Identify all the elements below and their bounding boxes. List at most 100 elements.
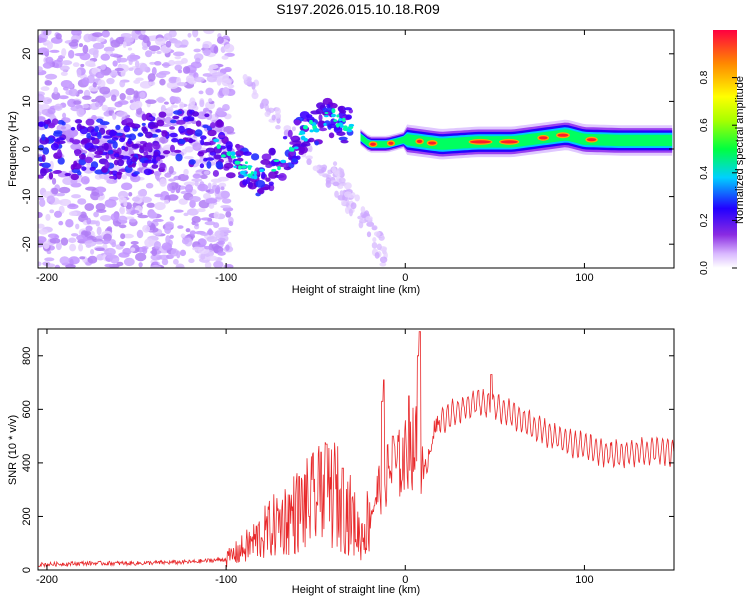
noise-blob xyxy=(228,221,234,227)
signal-peak xyxy=(247,165,252,170)
noise-blob xyxy=(177,173,189,182)
noise-blob xyxy=(366,231,372,238)
colorbar-tick-label: 0.6 xyxy=(699,118,710,132)
signal-blob xyxy=(204,113,210,118)
signal-blob xyxy=(79,125,86,130)
noise-blob xyxy=(152,218,164,222)
noise-blob xyxy=(51,91,61,100)
noise-blob xyxy=(77,198,87,205)
signal-peak xyxy=(341,117,346,122)
signal-blob xyxy=(223,162,234,169)
noise-blob xyxy=(38,197,45,201)
noise-blob xyxy=(103,233,112,242)
signal-blob xyxy=(295,155,301,160)
signal-peak xyxy=(370,142,376,146)
signal-blob xyxy=(93,154,103,159)
signal-blob xyxy=(188,138,194,144)
noise-blob xyxy=(379,256,388,264)
noise-blob xyxy=(68,211,78,217)
noise-blob xyxy=(128,191,133,197)
signal-peak xyxy=(324,111,329,115)
signal-peak xyxy=(216,144,221,149)
noise-blob xyxy=(332,181,340,187)
signal-blob xyxy=(131,162,136,168)
noise-blob xyxy=(149,61,156,65)
noise-blob xyxy=(111,94,117,102)
spectrogram-x-label: Height of straight line (km) xyxy=(292,284,420,296)
signal-blob xyxy=(143,151,149,156)
noise-blob xyxy=(94,186,107,193)
noise-blob xyxy=(267,107,275,113)
noise-blob xyxy=(38,236,47,244)
signal-blob xyxy=(322,97,333,106)
signal-blob xyxy=(265,163,273,169)
noise-blob xyxy=(128,67,134,71)
signal-blob xyxy=(147,116,154,121)
noise-blob xyxy=(213,45,219,54)
signal-blob xyxy=(155,156,161,162)
noise-blob xyxy=(271,114,276,121)
spectrogram-x-tick-label: -100 xyxy=(215,272,237,284)
noise-blob xyxy=(97,79,106,89)
signal-blob xyxy=(291,158,298,163)
signal-blob xyxy=(143,168,153,176)
signal-blob xyxy=(242,151,252,156)
signal-blob xyxy=(40,168,47,177)
signal-blob xyxy=(161,131,168,137)
noise-blob xyxy=(172,258,179,265)
signal-peak xyxy=(309,129,314,133)
noise-blob xyxy=(217,237,226,242)
noise-blob xyxy=(60,71,68,77)
noise-blob xyxy=(163,101,169,105)
noise-blob xyxy=(155,72,167,79)
noise-blob xyxy=(120,233,126,240)
noise-blob xyxy=(334,190,339,198)
signal-blob xyxy=(186,116,195,121)
noise-blob xyxy=(130,101,140,110)
noise-blob xyxy=(139,63,148,72)
signal-blob xyxy=(261,153,272,161)
noise-blob xyxy=(208,64,219,70)
noise-blob xyxy=(154,37,166,46)
noise-blob xyxy=(207,255,218,261)
noise-blob xyxy=(371,225,378,231)
noise-blob xyxy=(214,230,225,239)
signal-blob xyxy=(203,157,208,162)
signal-blob xyxy=(200,139,205,146)
noise-blob xyxy=(214,187,220,195)
signal-peak xyxy=(333,119,337,122)
noise-blob xyxy=(75,223,80,230)
noise-blob xyxy=(71,30,82,37)
signal-blob xyxy=(314,140,320,146)
noise-blob xyxy=(61,60,73,66)
signal-blob xyxy=(317,120,325,129)
noise-blob xyxy=(205,197,218,204)
noise-blob xyxy=(142,246,148,255)
signal-peak xyxy=(259,168,265,173)
noise-blob xyxy=(168,178,176,182)
noise-blob xyxy=(150,265,162,268)
signal-blob xyxy=(107,149,114,155)
noise-blob xyxy=(339,168,345,177)
noise-blob xyxy=(85,60,96,67)
signal-peak xyxy=(233,165,238,168)
noise-blob xyxy=(96,226,102,236)
noise-blob xyxy=(104,263,114,268)
signal-blob xyxy=(41,162,51,169)
signal-blob xyxy=(126,158,133,166)
noise-blob xyxy=(39,198,46,208)
noise-blob xyxy=(196,208,206,213)
noise-blob xyxy=(38,37,47,43)
spectrogram-x-tick-label: 100 xyxy=(575,272,593,284)
colorbar-gradient xyxy=(713,30,737,268)
noise-blob xyxy=(193,48,201,53)
noise-blob xyxy=(169,234,174,239)
noise-blob xyxy=(187,32,192,38)
signal-blob xyxy=(156,119,165,127)
noise-blob xyxy=(348,208,353,217)
signal-blob xyxy=(206,161,212,169)
noise-blob xyxy=(371,242,378,249)
noise-blob xyxy=(65,128,78,138)
noise-blob xyxy=(376,243,382,251)
signal-blob xyxy=(57,157,65,165)
